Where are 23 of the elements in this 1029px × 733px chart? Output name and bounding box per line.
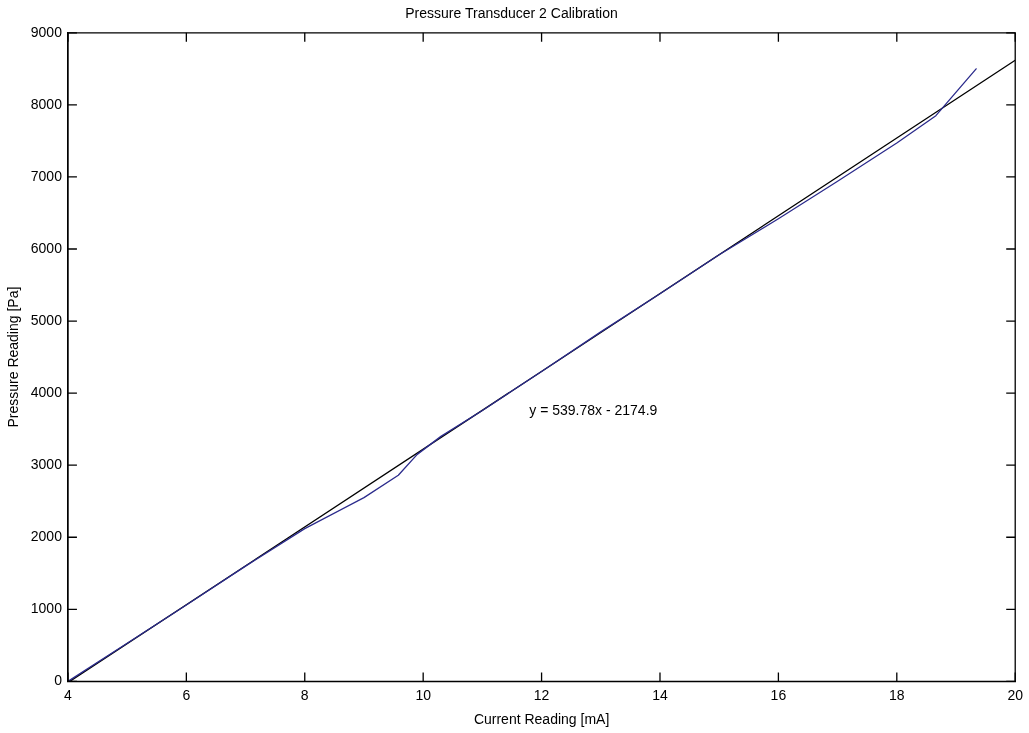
y-tick-label: 1000 [30, 600, 63, 617]
x-tick-label: 20 [1007, 686, 1024, 703]
y-tick-label: 8000 [30, 95, 63, 112]
y-axis-title: Pressure Reading [Pa] [5, 286, 22, 428]
y-tick-label: 3000 [30, 456, 63, 473]
x-axis-title: Current Reading [mA] [473, 711, 610, 728]
chart-title: Pressure Transducer 2 Calibration [405, 5, 618, 22]
x-tick-label: 18 [889, 686, 905, 703]
x-tick-label: 10 [415, 686, 432, 703]
y-tick-label: 9000 [30, 23, 63, 40]
x-tick-label: 6 [182, 686, 191, 703]
y-tick-label: 7000 [30, 167, 63, 184]
annotation: y = 539.78x - 2174.9 [529, 401, 658, 418]
x-tick-label: 14 [652, 686, 668, 703]
x-tick-label: 8 [300, 686, 309, 703]
y-tick-label: 5000 [30, 311, 63, 328]
x-tick-label: 16 [770, 686, 787, 703]
y-tick-label: 6000 [30, 239, 63, 256]
y-tick-label: 4000 [30, 383, 63, 400]
y-tick-label: 2000 [30, 528, 63, 545]
x-tick-label: 12 [533, 686, 550, 703]
y-tick-label: 0 [54, 672, 63, 689]
x-tick-label: 4 [64, 686, 73, 703]
